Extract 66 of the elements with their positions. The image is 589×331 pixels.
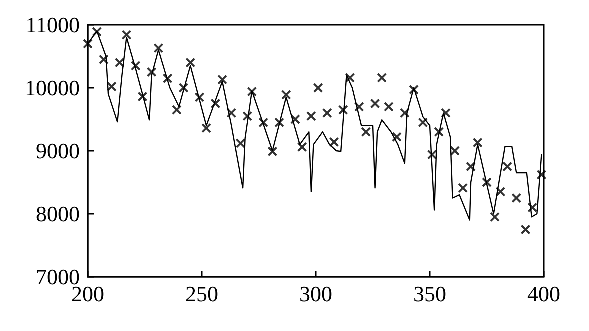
point (313, 83, 324, 93)
point (281, 90, 292, 100)
point (138, 92, 148, 102)
point (218, 74, 228, 85)
y-tick-label: 9000 (36, 138, 80, 164)
point (338, 105, 348, 116)
point (322, 108, 332, 118)
y-tick-label: 10000 (25, 76, 80, 100)
point (114, 58, 125, 68)
point (528, 202, 538, 213)
point (242, 111, 253, 122)
point (418, 118, 428, 128)
point (482, 178, 492, 188)
point (354, 102, 364, 112)
point (186, 58, 196, 68)
point (384, 102, 394, 112)
x-tick-label: 400 (528, 282, 560, 306)
point (434, 127, 444, 138)
y-tick-label: 8000 (36, 202, 80, 226)
point (427, 150, 438, 160)
point (236, 138, 246, 148)
point (392, 132, 402, 142)
point (247, 86, 258, 97)
point (122, 30, 132, 40)
point (306, 111, 316, 122)
point (472, 138, 483, 148)
point (458, 183, 468, 194)
point (83, 38, 93, 49)
point (226, 108, 237, 118)
point (130, 60, 141, 71)
point (98, 54, 109, 65)
point (290, 114, 300, 124)
point (194, 92, 205, 102)
point (329, 137, 340, 148)
point (178, 83, 189, 93)
point (370, 98, 380, 109)
point (490, 212, 500, 222)
point (345, 72, 356, 83)
point (512, 193, 522, 204)
point (520, 224, 531, 235)
point (92, 26, 102, 37)
point (361, 127, 372, 138)
point (400, 108, 410, 118)
point (377, 72, 388, 83)
point (297, 142, 308, 152)
point (496, 186, 506, 197)
point (106, 82, 117, 92)
point (258, 118, 269, 128)
point (154, 43, 164, 54)
point (172, 105, 182, 116)
point (502, 162, 513, 172)
point (210, 98, 221, 109)
point (450, 146, 460, 156)
x-tick-label: 250 (186, 282, 218, 306)
point (466, 162, 476, 172)
x-tick-label: 350 (414, 282, 446, 306)
point (268, 146, 278, 157)
point (440, 108, 451, 118)
y-tick-label: 11000 (26, 12, 80, 38)
point (409, 84, 420, 95)
point (202, 123, 212, 134)
point (146, 67, 157, 78)
point (162, 74, 173, 84)
point (274, 118, 285, 128)
x-tick-label: 300 (300, 282, 332, 306)
point (536, 170, 547, 180)
